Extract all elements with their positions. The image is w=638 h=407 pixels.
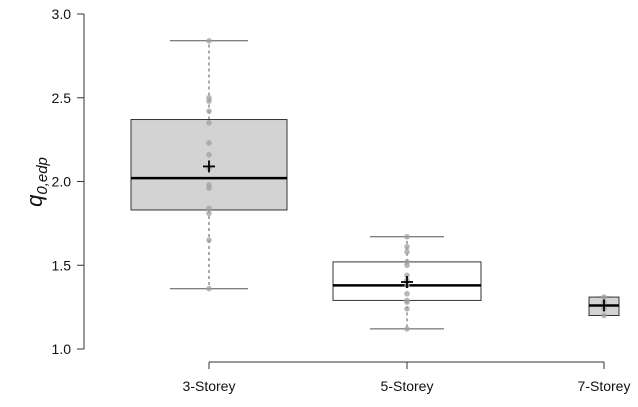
y-tick-label: 2.5 [52, 90, 72, 106]
y-tick-label: 1.5 [52, 257, 72, 273]
y-tick-label: 2.0 [52, 174, 72, 190]
data-point [404, 299, 410, 305]
data-point [404, 244, 410, 250]
data-point [404, 233, 410, 240]
data-point [206, 185, 212, 191]
data-point [206, 210, 212, 217]
y-axis-label-main: q [22, 194, 47, 207]
data-point [206, 120, 212, 126]
y-axis-label: q0,edp [22, 157, 51, 207]
data-point [404, 272, 410, 279]
data-point [206, 98, 212, 104]
data-point [206, 285, 212, 292]
box-group [130, 38, 288, 292]
y-tick-label: 1.0 [52, 341, 72, 357]
x-tick-label: 5-Storey [381, 378, 434, 394]
y-axis: 1.0 1.5 2.0 2.5 3.0 [52, 6, 85, 357]
data-point [206, 108, 212, 114]
data-point [404, 249, 410, 255]
x-tick-label: 3-Storey [183, 378, 236, 394]
x-tick-label: 7-Storey [578, 378, 631, 394]
data-point [206, 140, 212, 146]
data-point [206, 237, 212, 243]
data-point [404, 290, 410, 297]
data-point [206, 205, 212, 212]
data-point [404, 306, 410, 312]
box-group [332, 233, 482, 332]
box-group [588, 294, 620, 319]
data-point [601, 312, 607, 319]
x-axis: 3-Storey 5-Storey 7-Storey [183, 361, 631, 394]
y-axis-label-subscript: 0,edp [34, 157, 51, 195]
data-point [404, 326, 410, 332]
plot-area [130, 38, 620, 332]
data-point [601, 294, 607, 300]
data-point [206, 38, 212, 44]
data-point [404, 262, 410, 269]
y-tick-label: 3.0 [52, 6, 72, 22]
data-point [206, 151, 212, 158]
